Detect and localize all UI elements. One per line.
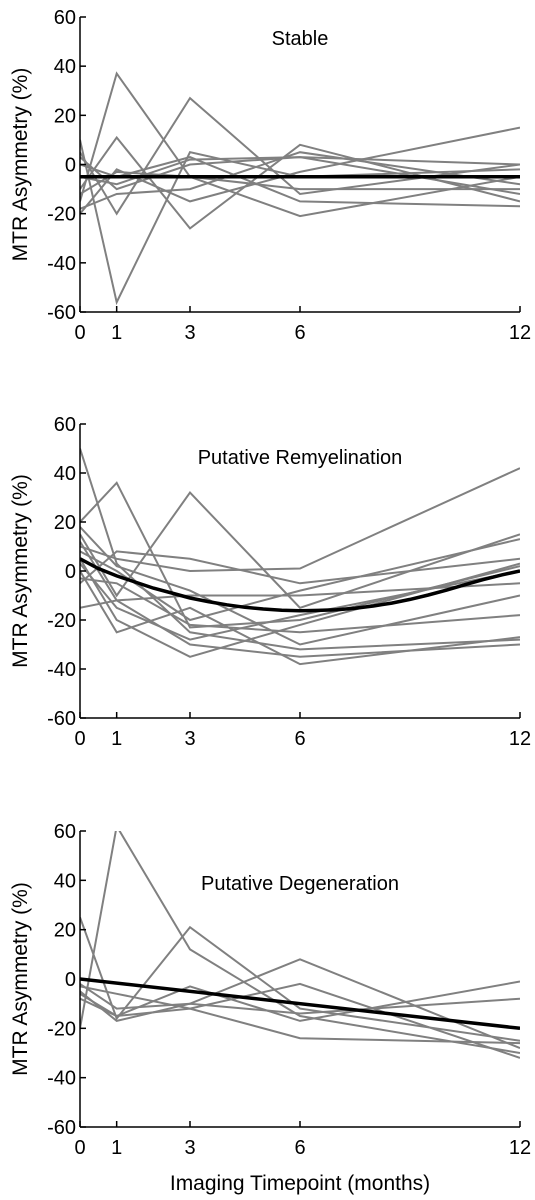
panel-title: Stable <box>272 28 329 50</box>
panel-title: Putative Degeneration <box>201 873 399 895</box>
subject-line-13 <box>80 562 520 641</box>
x-tick-label: 0 <box>74 728 85 750</box>
x-tick-label: 12 <box>509 1137 531 1159</box>
y-tick-label: -40 <box>47 1068 76 1090</box>
subject-line-6 <box>80 156 520 186</box>
x-tick-label: 0 <box>74 322 85 344</box>
y-tick-label: 40 <box>54 870 76 892</box>
y-tick-label: 20 <box>54 920 76 942</box>
y-axis-title: MTR Asymmetry (%) <box>9 474 32 668</box>
y-tick-label: 60 <box>54 821 76 843</box>
subject-line-10 <box>80 538 520 622</box>
y-tick-label: -20 <box>47 1018 76 1040</box>
y-axis-title: MTR Asymmetry (%) <box>9 882 32 1076</box>
x-tick-label: 3 <box>184 1137 195 1159</box>
subject-line-1 <box>80 139 520 306</box>
subject-line-2 <box>80 481 520 629</box>
x-tick-label: 1 <box>111 728 122 750</box>
y-tick-label: 20 <box>54 105 76 127</box>
y-axis-title: MTR Asymmetry (%) <box>9 68 32 262</box>
y-tick-label: -20 <box>47 204 76 226</box>
x-tick-label: 1 <box>111 1137 122 1159</box>
x-tick-label: 12 <box>509 728 531 750</box>
subject-line-5 <box>80 126 520 215</box>
fit-line <box>80 977 520 1031</box>
x-tick-label: 1 <box>111 322 122 344</box>
x-tick-label: 6 <box>294 1137 305 1159</box>
subject-line-7 <box>80 550 520 585</box>
x-tick-label: 6 <box>294 728 305 750</box>
subject-line-1 <box>80 448 520 651</box>
y-tick-label: -40 <box>47 253 76 275</box>
x-tick-label: 0 <box>74 1137 85 1159</box>
y-tick-label: 40 <box>54 56 76 78</box>
y-tick-label: 0 <box>65 561 76 583</box>
subject-line-1 <box>80 831 520 1054</box>
panel-title: Putative Remyelination <box>198 447 403 469</box>
y-tick-label: 0 <box>65 969 76 991</box>
x-tick-label: 12 <box>509 322 531 344</box>
y-tick-label: -60 <box>47 708 76 730</box>
y-tick-label: -20 <box>47 610 76 632</box>
x-axis-title: Imaging Timepoint (months) <box>170 1172 430 1195</box>
subject-line-11 <box>80 526 520 646</box>
subject-line-8 <box>80 156 520 208</box>
subject-line-7 <box>80 983 520 1015</box>
subject-line-4 <box>80 467 520 573</box>
subject-line-6 <box>80 570 520 666</box>
series-group <box>80 71 520 306</box>
x-tick-label: 3 <box>184 322 195 344</box>
x-tick-label: 6 <box>294 322 305 344</box>
subject-line-3 <box>80 96 520 216</box>
series-group <box>80 448 520 666</box>
subject-line-2 <box>80 916 520 1042</box>
y-tick-label: 60 <box>54 7 76 29</box>
subject-line-12 <box>80 599 520 658</box>
fit-line <box>80 557 520 613</box>
series-group <box>80 831 520 1059</box>
y-tick-label: 40 <box>54 463 76 485</box>
subject-line-3 <box>80 491 520 609</box>
subject-line-9 <box>80 151 520 210</box>
y-tick-label: 0 <box>65 155 76 177</box>
x-tick-label: 3 <box>184 728 195 750</box>
y-tick-label: -60 <box>47 1117 76 1139</box>
y-tick-label: 60 <box>54 414 76 436</box>
y-tick-label: 20 <box>54 512 76 534</box>
y-tick-label: -60 <box>47 302 76 324</box>
y-tick-label: -40 <box>47 659 76 681</box>
subject-line-9 <box>80 577 520 634</box>
